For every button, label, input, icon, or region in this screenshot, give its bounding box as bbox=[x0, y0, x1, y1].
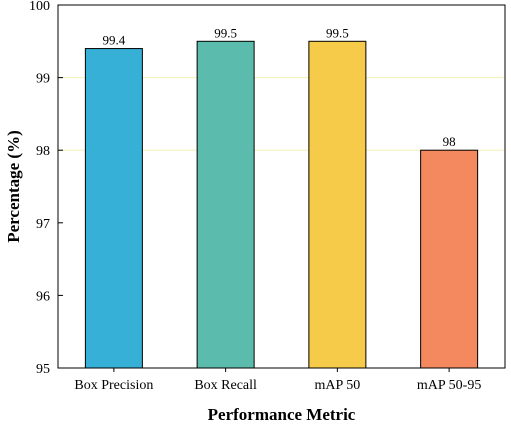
y-tick-label: 97 bbox=[36, 217, 50, 232]
bar-value-label: 98 bbox=[443, 134, 456, 149]
bar bbox=[196, 40, 255, 369]
plot-area-frame bbox=[57, 4, 506, 369]
y-axis-title: Percentage (%) bbox=[4, 130, 23, 243]
x-tick-label: mAP 50-95 bbox=[417, 378, 481, 393]
bar-value-label: 99.4 bbox=[103, 33, 126, 48]
bar bbox=[308, 40, 367, 369]
y-tick-label: 95 bbox=[36, 362, 50, 377]
bar bbox=[84, 48, 143, 369]
bar bbox=[420, 149, 479, 369]
x-axis: Box Precision Box Recall mAP 50 mAP 50-95 bbox=[74, 368, 481, 393]
bar-value-label: 99.5 bbox=[326, 25, 349, 40]
y-axis: 95 96 97 98 99 100 bbox=[29, 0, 63, 377]
y-tick-label: 100 bbox=[29, 0, 50, 14]
x-axis-title: Performance Metric bbox=[208, 405, 356, 424]
y-tick-label: 98 bbox=[36, 144, 50, 159]
x-tick-label: Box Precision bbox=[74, 378, 153, 393]
x-tick-label: mAP 50 bbox=[314, 378, 360, 393]
y-tick-label: 96 bbox=[36, 289, 50, 304]
bars-layer: 99.4 99.5 99.5 98 bbox=[84, 25, 479, 369]
x-tick-label: Box Recall bbox=[194, 378, 257, 393]
bar-value-label: 99.5 bbox=[214, 25, 237, 40]
y-tick-label: 99 bbox=[36, 72, 50, 87]
